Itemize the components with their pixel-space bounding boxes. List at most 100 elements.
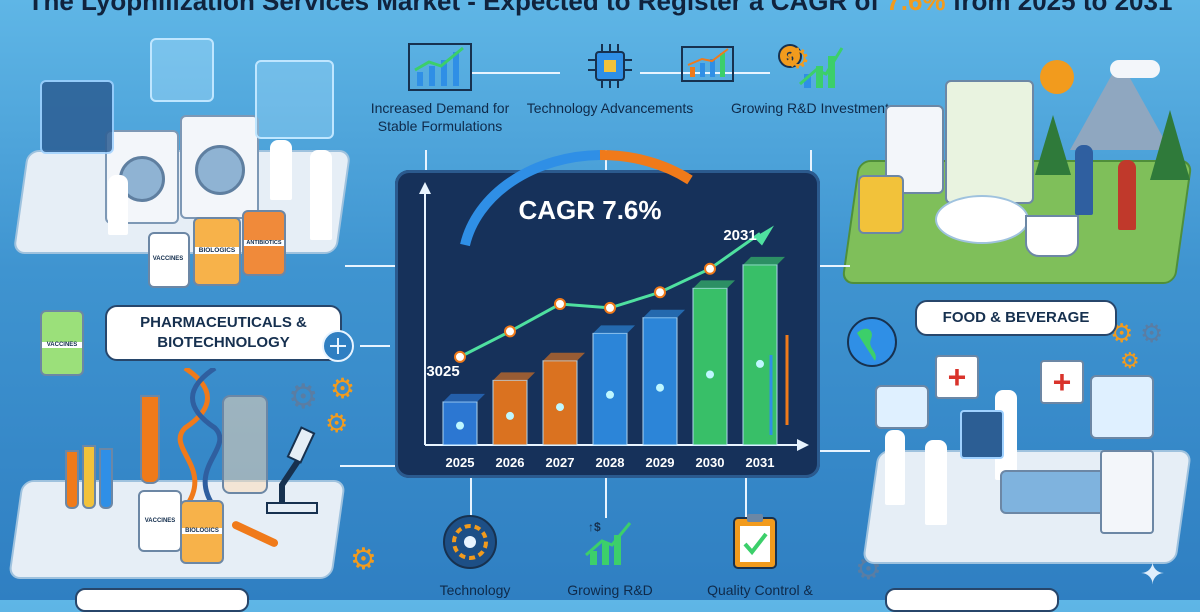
lab-hologram-chart <box>150 38 214 102</box>
x-tick-label: 2031 <box>746 455 775 470</box>
bottom-connector-line <box>470 478 472 518</box>
mini-chart-icon <box>681 46 734 82</box>
medical-screen <box>875 385 929 429</box>
bottom-connector-line <box>605 478 607 518</box>
chart-bar <box>642 317 678 446</box>
doctor-figure <box>885 430 905 505</box>
vaccine-vial-side: VACCINES <box>40 310 84 376</box>
gauge-arc <box>460 149 693 247</box>
bottom-driver-label-technology: Technology <box>439 582 511 598</box>
plus-circle-icon <box>322 330 354 362</box>
microscope-icon <box>266 426 318 514</box>
driver-technology-advancements: Technology Advancements <box>525 40 695 117</box>
biologics-vial: BIOLOGICS <box>193 217 241 286</box>
medical-cross-sign: + <box>935 355 979 399</box>
right-connector-line <box>820 265 850 267</box>
trend-point <box>454 350 466 363</box>
chart-bar-glow-dot <box>756 359 764 368</box>
y-axis-arrow <box>419 182 431 194</box>
chart-bar-glow-dot <box>456 421 464 430</box>
hiker-figure <box>1075 145 1093 215</box>
title-suffix: from 2025 to 2031 <box>945 0 1173 16</box>
dna-helix-icon <box>177 368 223 508</box>
svg-text:↑$: ↑$ <box>588 520 601 534</box>
title-cagr-highlight: 7.6% <box>886 0 946 16</box>
vial-label: VACCINES <box>144 518 176 524</box>
scientist-figure <box>310 150 332 240</box>
dollar-chart-icon: ↑$ <box>585 520 632 565</box>
segment-badge-partial <box>885 588 1059 612</box>
chart-title: CAGR 7.6% <box>490 195 690 226</box>
trend-point <box>604 301 616 314</box>
chart-bar-top <box>443 393 485 402</box>
chart-bar <box>692 287 728 446</box>
gear-chart-icon: $ <box>778 44 844 88</box>
gear-icon: ⚙ <box>350 543 377 576</box>
lab-hologram-atom <box>255 60 334 139</box>
food-pouch <box>945 80 1034 204</box>
trend-point <box>654 286 666 299</box>
start-label: 3025 <box>426 363 459 380</box>
title-prefix: The Lyophilization Services Market - Exp… <box>27 0 887 16</box>
clipboard-check-icon <box>733 514 777 569</box>
vaccine-vial: VACCINES <box>148 232 190 288</box>
chip-icon <box>588 44 632 88</box>
antibiotics-vial: ANTIBIOTICS <box>242 210 286 276</box>
chart-bar-glow-dot <box>606 390 614 399</box>
chart-bar-glow-dot <box>656 383 664 392</box>
coffee-cup-icon <box>1025 215 1079 257</box>
svg-text:$: $ <box>786 49 794 64</box>
chart-bar-top <box>743 256 785 265</box>
chart-bar <box>592 332 628 446</box>
food-jar <box>858 175 904 234</box>
biologics-vial-bottom: BIOLOGICS <box>180 500 224 564</box>
cagr-bar-chart: 2025 2026 2027 2028 2029 2030 2031 3025 2031 <box>419 182 809 470</box>
gear-icon: ⚙ <box>288 378 319 416</box>
tall-test-tube <box>140 395 160 484</box>
medical-screen <box>1090 375 1154 439</box>
cagr-label: CAGR 7.6% <box>518 195 662 225</box>
vial-label: VACCINES <box>42 342 82 348</box>
vial-label: VACCINES <box>152 256 184 262</box>
medical-cross-sign: + <box>1040 360 1084 404</box>
pine-tree <box>1150 110 1190 180</box>
segment-badge-food: FOOD & BEVERAGE <box>915 300 1117 336</box>
gear-icon: ⚙ <box>325 408 349 438</box>
driver-label: Growing R&D Investment <box>731 100 889 116</box>
trend-arrow-head <box>754 225 774 246</box>
driver-label: Increased Demand for Stable Formulations <box>370 100 510 134</box>
trend-point <box>704 262 716 275</box>
x-tick-label: 2027 <box>546 455 575 470</box>
sparkle-icon: ✦ <box>1140 558 1166 591</box>
line-chart-icon <box>408 43 472 91</box>
x-tick-label: 2030 <box>696 455 725 470</box>
bottom-driver-label-rd: Growing R&D <box>567 582 653 598</box>
page-title: The Lyophilization Services Market - Exp… <box>0 0 1200 17</box>
left-connector-line <box>360 345 390 347</box>
dna-cylinder <box>222 395 268 494</box>
chart-bar-top <box>493 372 535 381</box>
sun-icon <box>1040 60 1074 94</box>
x-axis-arrow <box>797 439 809 451</box>
top-connector-line <box>470 72 560 74</box>
hospital-bed <box>1000 470 1109 514</box>
bottom-connector-line <box>745 478 747 518</box>
vial-label: BIOLOGICS <box>182 528 222 534</box>
left-connector-line <box>345 265 395 267</box>
vial-label: BIOLOGICS <box>195 247 239 254</box>
x-tick-label: 2028 <box>596 455 625 470</box>
chart-bar-glow-dot <box>556 403 564 412</box>
chart-bar-top <box>693 280 735 289</box>
scientist-figure <box>108 175 128 235</box>
cloud-icon <box>1110 60 1160 78</box>
end-label: 2031 <box>723 227 756 244</box>
food-plate <box>935 195 1029 244</box>
hiker-figure <box>1118 160 1136 230</box>
bottom-driver-label-quality: Quality Control & <box>707 582 813 598</box>
x-tick-label: 2025 <box>446 455 475 470</box>
gear-icon: ⚙ <box>1140 318 1164 348</box>
patient-monitor <box>960 410 1004 459</box>
trend-point <box>554 298 566 310</box>
doctor-figure <box>925 440 947 525</box>
equipment-cabinet <box>1100 450 1154 534</box>
